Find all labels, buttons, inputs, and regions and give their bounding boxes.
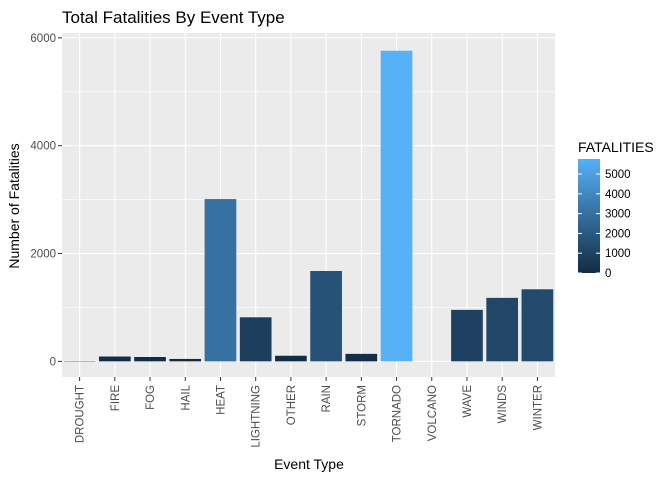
y-axis: 0 2000 4000 6000 <box>30 33 62 368</box>
x-tick-label: WAVE <box>462 385 474 418</box>
y-tick-label: 6000 <box>30 33 56 45</box>
bar-winds <box>486 297 519 362</box>
legend-title: FATALITIES <box>578 139 654 155</box>
bar-winter <box>521 289 554 362</box>
legend-tick-label: 2000 <box>605 228 631 240</box>
x-tick-label: WINTER <box>532 385 544 430</box>
x-tick-label: DROUGHT <box>75 385 87 443</box>
y-tick-label: 4000 <box>30 141 56 153</box>
legend: FATALITIES 0 1000 2000 3000 4000 5000 <box>578 139 654 280</box>
bar-rain <box>310 270 342 362</box>
bar-fire <box>98 356 131 362</box>
legend-tick-label: 5000 <box>605 169 631 181</box>
x-tick-label: VOLCANO <box>427 385 439 441</box>
x-tick-label: OTHER <box>286 385 298 425</box>
bar-wave <box>451 309 483 362</box>
x-axis-title: Event Type <box>274 456 344 472</box>
chart-title: Total Fatalities By Event Type <box>62 8 285 27</box>
legend-tick-label: 0 <box>605 268 611 280</box>
x-tick-label: RAIN <box>321 385 333 412</box>
x-tick-label: FOG <box>145 385 157 410</box>
y-tick-label: 2000 <box>30 249 56 261</box>
legend-tick-label: 1000 <box>605 248 631 260</box>
bar-fog <box>134 356 166 362</box>
bar-heat <box>204 199 237 362</box>
x-tick-label: LIGHTNING <box>251 385 263 448</box>
legend-tick-label: 4000 <box>605 189 631 201</box>
y-tick-label: 0 <box>50 356 56 368</box>
legend-colorbar <box>578 159 600 273</box>
y-axis-title: Number of Fatalities <box>6 143 22 268</box>
legend-ticks: 0 1000 2000 3000 4000 5000 <box>578 169 631 280</box>
x-tick-label: FIRE <box>110 385 122 412</box>
x-tick-label: WINDS <box>497 385 509 424</box>
x-axis: DROUGHT FIRE FOG HAIL HEAT LIGHTNING OTHER RAIN… <box>75 377 544 448</box>
x-tick-label: HAIL <box>180 384 192 410</box>
x-tick-label: HEAT <box>215 385 227 415</box>
bar-hail <box>169 358 202 362</box>
bars <box>63 50 554 362</box>
bar-storm <box>345 353 378 362</box>
x-tick-label: STORM <box>356 385 368 426</box>
bar-tornado <box>380 50 413 362</box>
bar-other <box>275 355 307 362</box>
x-tick-label: TORNADO <box>392 385 404 442</box>
bar-lightning <box>239 317 272 362</box>
legend-tick-label: 3000 <box>605 209 631 221</box>
